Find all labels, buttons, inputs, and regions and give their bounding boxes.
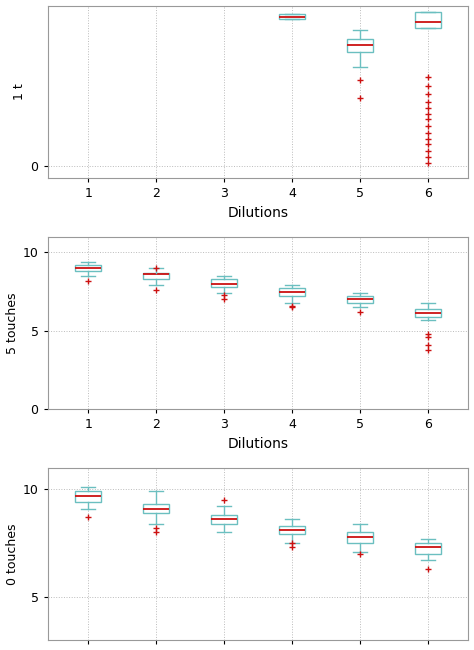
FancyBboxPatch shape bbox=[347, 296, 373, 302]
Y-axis label: 5 touches: 5 touches bbox=[6, 292, 18, 354]
FancyBboxPatch shape bbox=[279, 526, 305, 534]
FancyBboxPatch shape bbox=[279, 289, 305, 296]
X-axis label: Dilutions: Dilutions bbox=[228, 206, 289, 220]
Y-axis label: 0 touches: 0 touches bbox=[6, 523, 18, 584]
FancyBboxPatch shape bbox=[211, 279, 237, 287]
FancyBboxPatch shape bbox=[415, 309, 441, 317]
FancyBboxPatch shape bbox=[415, 12, 441, 28]
FancyBboxPatch shape bbox=[415, 543, 441, 554]
FancyBboxPatch shape bbox=[347, 39, 373, 53]
FancyBboxPatch shape bbox=[279, 14, 305, 19]
FancyBboxPatch shape bbox=[143, 504, 169, 513]
FancyBboxPatch shape bbox=[75, 265, 101, 271]
FancyBboxPatch shape bbox=[143, 272, 169, 279]
FancyBboxPatch shape bbox=[347, 532, 373, 543]
FancyBboxPatch shape bbox=[211, 515, 237, 524]
X-axis label: Dilutions: Dilutions bbox=[228, 437, 289, 451]
Y-axis label: 1 t: 1 t bbox=[13, 84, 27, 100]
FancyBboxPatch shape bbox=[75, 491, 101, 502]
